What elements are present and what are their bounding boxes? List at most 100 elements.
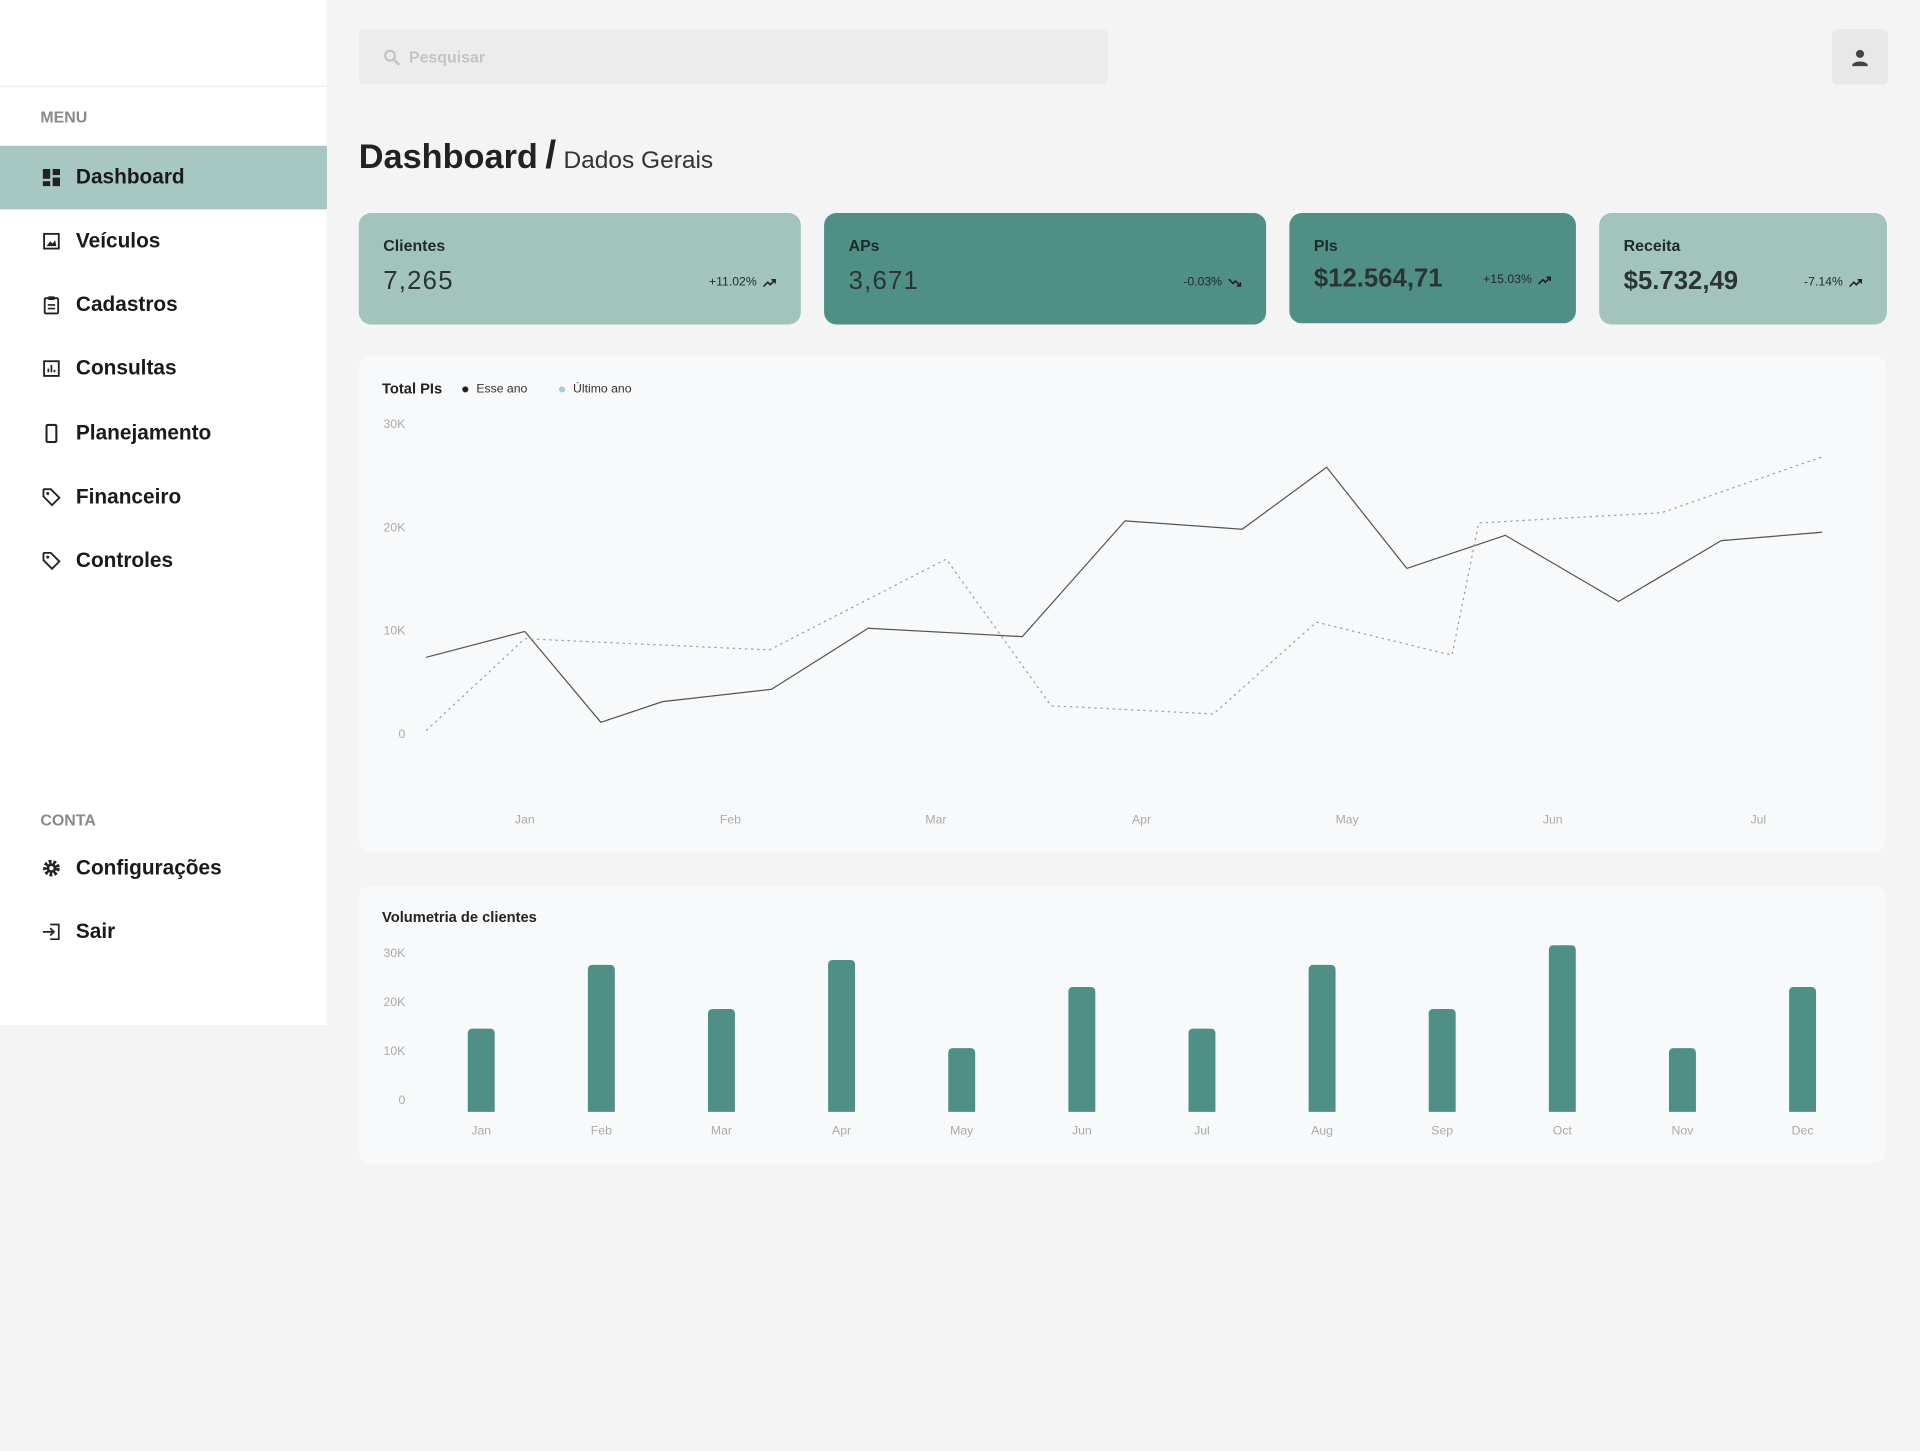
card-change: +11.02% bbox=[709, 276, 776, 289]
card-label: APs bbox=[848, 236, 880, 255]
bar bbox=[1308, 964, 1336, 1112]
account-item[interactable]: Configurações bbox=[0, 836, 327, 900]
bar bbox=[1789, 986, 1817, 1112]
trend-icon bbox=[1228, 278, 1242, 287]
menu-item[interactable]: Financeiro bbox=[0, 465, 327, 529]
card-label: Clientes bbox=[383, 236, 446, 255]
x-tick-label: Apr bbox=[1132, 813, 1151, 827]
y-tick-label: 30K bbox=[384, 946, 407, 960]
series-line bbox=[425, 456, 1823, 731]
menu-item[interactable]: Cadastros bbox=[0, 273, 327, 337]
card-value: 7,265 bbox=[383, 266, 454, 296]
menu-item[interactable]: Planejamento bbox=[0, 402, 327, 466]
bar bbox=[1428, 1008, 1456, 1112]
stat-card: Receita $5.732,49 -7.14% bbox=[1599, 213, 1887, 325]
x-tick-label: Apr bbox=[832, 1124, 851, 1138]
x-tick-label: Jan bbox=[515, 813, 535, 827]
menu-item[interactable]: Veículos bbox=[0, 209, 327, 273]
x-tick-label: Mar bbox=[711, 1124, 732, 1138]
bar bbox=[1668, 1048, 1696, 1112]
x-tick-label: May bbox=[1336, 813, 1360, 827]
page-title: Dashboard bbox=[358, 137, 538, 176]
menu-text: Financeiro bbox=[75, 484, 182, 509]
change-text: +15.03% bbox=[1483, 273, 1532, 287]
account-item[interactable]: Sair bbox=[0, 900, 327, 964]
menu-text: Veículos bbox=[75, 228, 161, 253]
icon-tag bbox=[42, 488, 61, 507]
bar bbox=[1068, 986, 1096, 1112]
line-chart-panel: Total PIs Esse ano Último ano 0 10K 20K 30K Jan… bbox=[358, 355, 1886, 853]
change-text: +11.02% bbox=[708, 275, 757, 289]
search-placeholder: Pesquisar bbox=[408, 47, 486, 67]
x-tick-label: Nov bbox=[1672, 1124, 1695, 1138]
legend-dot bbox=[558, 386, 566, 393]
x-tick-label: Jan bbox=[471, 1124, 491, 1138]
bar bbox=[467, 1028, 495, 1112]
x-tick-label: Sep bbox=[1431, 1124, 1453, 1138]
icon-chart bbox=[43, 360, 60, 377]
x-tick-label: Feb bbox=[720, 813, 741, 827]
card-change: +15.03% bbox=[1483, 273, 1552, 287]
change-text: -0.03% bbox=[1183, 275, 1223, 289]
bar-chart: Volumetria de clientes 0 10K 20K 30K Jan Feb Ma… bbox=[382, 910, 1817, 1138]
y-tick-label: 10K bbox=[384, 624, 407, 638]
x-tick-label: Jun bbox=[1543, 813, 1563, 827]
bar bbox=[587, 964, 615, 1112]
account-text: Sair bbox=[75, 919, 116, 943]
menu-text: Cadastros bbox=[75, 292, 178, 316]
menu-label: MENU bbox=[40, 107, 88, 127]
menu-item[interactable]: Consultas bbox=[0, 337, 327, 401]
page-subtitle: Dados Gerais bbox=[563, 146, 714, 174]
stat-card: APs 3,671 -0.03% bbox=[824, 213, 1267, 325]
x-tick-label: Mar bbox=[925, 813, 946, 827]
sidebar: MENU Dashboard Veículos Cadastros Consul… bbox=[0, 0, 327, 1025]
x-tick-label: Jul bbox=[1194, 1124, 1210, 1138]
page-header: Dashboard / Dados Gerais bbox=[359, 132, 713, 177]
menu-item[interactable]: Dashboard bbox=[0, 145, 327, 210]
search-icon bbox=[384, 49, 401, 66]
account-text: Configurações bbox=[75, 855, 222, 880]
trend-icon bbox=[1849, 278, 1863, 287]
menu-item[interactable]: Controles bbox=[0, 529, 327, 593]
menu-text: Dashboard bbox=[75, 165, 185, 189]
x-tick-label: Jul bbox=[1750, 813, 1766, 827]
card-change: -7.14% bbox=[1804, 275, 1863, 289]
icon-clipboard bbox=[43, 296, 60, 315]
menu-text: Consultas bbox=[75, 356, 177, 380]
bar bbox=[1548, 945, 1576, 1112]
chart-title: Volumetria de clientes bbox=[382, 910, 537, 926]
user-icon bbox=[1852, 49, 1868, 66]
x-tick-label: Oct bbox=[1553, 1124, 1573, 1138]
change-text: -7.14% bbox=[1804, 275, 1843, 289]
legend-label: Último ano bbox=[573, 381, 632, 396]
stat-card: PIs $12.564,71 +15.03% bbox=[1289, 213, 1576, 324]
x-tick-label: Dec bbox=[1792, 1124, 1814, 1138]
icon-dashboard bbox=[42, 168, 61, 187]
y-tick-label: 0 bbox=[398, 1093, 405, 1107]
menu-text: Planejamento bbox=[75, 421, 212, 445]
y-tick-label: 10K bbox=[384, 1044, 407, 1058]
y-tick-label: 20K bbox=[384, 520, 407, 534]
trend-icon bbox=[1538, 275, 1552, 285]
bar bbox=[948, 1048, 976, 1112]
card-label: PIs bbox=[1313, 236, 1338, 255]
user-button[interactable] bbox=[1831, 29, 1889, 85]
menu-text: Controles bbox=[75, 548, 174, 572]
card-change: -0.03% bbox=[1183, 275, 1242, 289]
y-tick-label: 30K bbox=[384, 417, 407, 431]
legend-label: Esse ano bbox=[476, 382, 527, 396]
x-tick-label: Feb bbox=[591, 1124, 612, 1138]
x-tick-label: Jun bbox=[1072, 1124, 1092, 1138]
stat-card: Clientes 7,265 +11.02% bbox=[358, 213, 801, 325]
search-box[interactable]: Pesquisar bbox=[358, 29, 1109, 85]
y-tick-label: 0 bbox=[398, 727, 405, 741]
icon-image bbox=[43, 232, 60, 250]
card-value: $5.732,49 bbox=[1623, 266, 1739, 296]
card-value: $12.564,71 bbox=[1313, 264, 1443, 293]
icon-phone bbox=[45, 423, 58, 444]
bar bbox=[708, 1008, 735, 1112]
bar bbox=[1188, 1028, 1216, 1112]
y-tick-label: 20K bbox=[384, 995, 407, 1009]
card-value: 3,671 bbox=[848, 266, 920, 296]
